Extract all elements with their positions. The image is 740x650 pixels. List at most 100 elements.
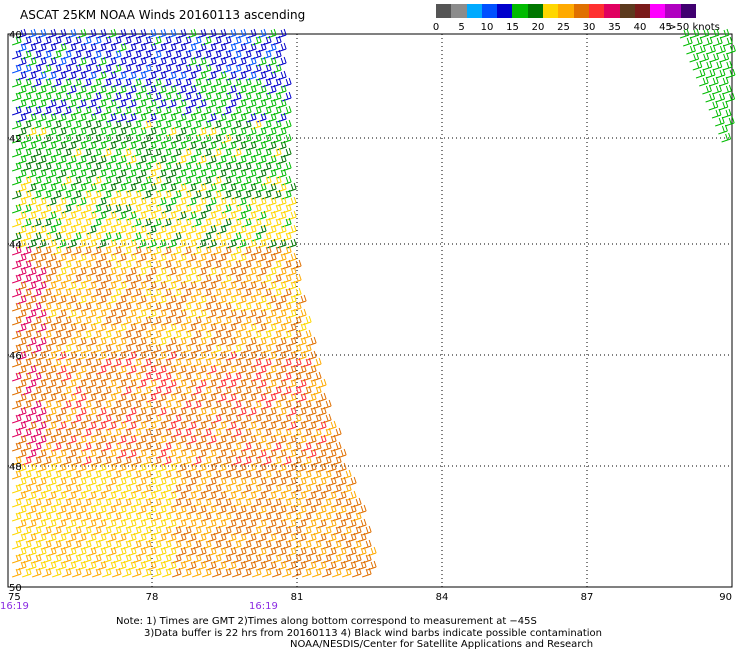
wind-barb (141, 553, 152, 564)
wind-barb (276, 70, 287, 81)
wind-barb-path (91, 245, 102, 256)
wind-barb (111, 105, 122, 116)
wind-barb (306, 420, 317, 431)
wind-barb-path (191, 77, 202, 88)
wind-barb-path (71, 483, 82, 494)
map-title: ASCAT 25KM NOAA Winds 20160113 ascending (20, 8, 306, 22)
wind-barb (161, 483, 172, 494)
wind-barb (156, 322, 167, 333)
wind-barb-path (111, 315, 122, 326)
wind-barb-path (46, 560, 57, 571)
wind-barb (16, 364, 27, 375)
wind-barb-path (76, 252, 87, 263)
wind-barb-path (186, 420, 197, 431)
wind-barb (286, 322, 297, 333)
wind-barb (176, 56, 187, 67)
wind-barb (271, 77, 282, 88)
wind-barb (16, 420, 27, 431)
x-axis-label: 87 (581, 592, 594, 603)
wind-barb (291, 329, 302, 340)
wind-barb-path (146, 266, 157, 277)
wind-barb-path (236, 238, 247, 249)
wind-barb (246, 238, 257, 249)
wind-barb-path (116, 462, 127, 473)
wind-barb-path (181, 161, 192, 172)
wind-barb-path (246, 196, 257, 207)
wind-barb-path (236, 168, 247, 179)
wind-barb-path (96, 448, 107, 459)
wind-barb-path (181, 133, 192, 144)
wind-barb-path (81, 133, 92, 144)
wind-barb-path (281, 413, 292, 424)
wind-barb-path (166, 154, 177, 165)
wind-barb-path (301, 357, 312, 368)
wind-barb (156, 70, 167, 81)
wind-barb-path (241, 161, 252, 172)
wind-barb-path (51, 133, 62, 144)
wind-barb-path (171, 343, 182, 354)
wind-barb (11, 371, 22, 382)
wind-barb (261, 245, 272, 256)
wind-barb-path (66, 560, 77, 571)
wind-barb-path (26, 168, 37, 179)
wind-barb-path (121, 91, 132, 102)
wind-barb-path (281, 91, 292, 102)
wind-barb (121, 189, 132, 200)
wind-barb-path (266, 238, 277, 249)
wind-barb (321, 441, 332, 452)
wind-barb-path (21, 301, 32, 312)
wind-barb (96, 126, 107, 137)
wind-barb (156, 350, 167, 361)
wind-barb (106, 392, 117, 403)
wind-barb (725, 116, 735, 127)
wind-barb (206, 378, 217, 389)
wind-barb (11, 497, 22, 508)
wind-barb (276, 56, 287, 67)
wind-barb-path (236, 448, 247, 459)
wind-barb-path (71, 511, 82, 522)
wind-barb (76, 392, 87, 403)
wind-barb (151, 49, 162, 60)
wind-barb-path (61, 483, 72, 494)
wind-barb (201, 539, 212, 550)
wind-barb-path (709, 76, 719, 87)
wind-barb-path (11, 469, 22, 480)
wind-barb (281, 91, 292, 102)
wind-barb (241, 175, 252, 186)
wind-barb (21, 469, 32, 480)
wind-barb (186, 406, 197, 417)
wind-barb-path (76, 126, 87, 137)
wind-barb (36, 280, 47, 291)
wind-barb (281, 497, 292, 508)
wind-barb-path (721, 108, 732, 119)
wind-barb-path (66, 462, 77, 473)
wind-barb-path (146, 210, 157, 221)
wind-barb-path (191, 161, 202, 172)
wind-barb (226, 546, 237, 557)
wind-barb-path (71, 245, 82, 256)
wind-barb-path (316, 462, 327, 473)
wind-barb (71, 357, 82, 368)
wind-barb-path (31, 77, 42, 88)
wind-barb-path (141, 427, 152, 438)
wind-barb-path (221, 539, 232, 550)
wind-barb-path (126, 420, 137, 431)
wind-barb (171, 553, 182, 564)
wind-barb (191, 63, 202, 74)
wind-barb-path (91, 315, 102, 326)
wind-barb-path (21, 315, 32, 326)
wind-barb-path (16, 336, 27, 347)
wind-barb-path (241, 203, 252, 214)
wind-barb-path (16, 112, 27, 123)
y-axis-label: 46 (9, 351, 22, 362)
wind-barb-path (191, 525, 202, 536)
wind-barb (366, 546, 377, 557)
wind-barb-path (151, 147, 162, 158)
wind-barb (186, 154, 197, 165)
wind-barb (131, 483, 142, 494)
wind-barb-path (121, 553, 132, 564)
wind-barb-path (31, 357, 42, 368)
wind-barb-path (151, 539, 162, 550)
wind-barb (46, 140, 57, 151)
wind-barb-path (31, 469, 42, 480)
